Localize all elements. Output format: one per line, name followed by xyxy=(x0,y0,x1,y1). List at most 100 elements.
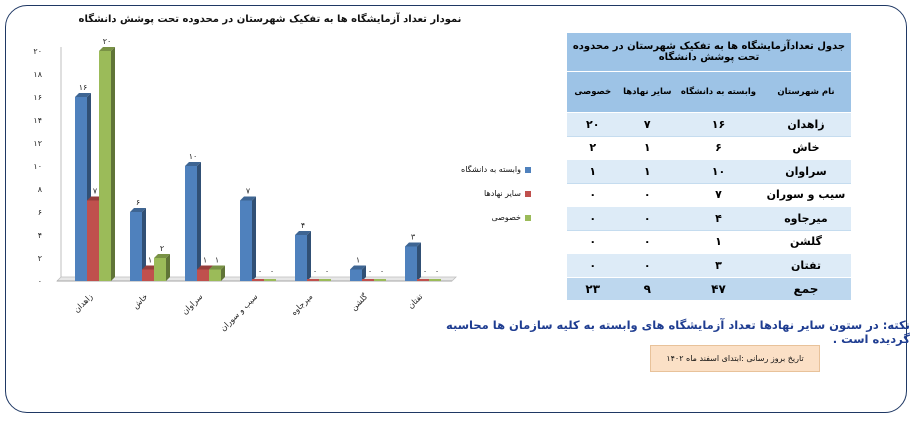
bar xyxy=(307,279,319,281)
y-tick-label: ۰ xyxy=(38,277,42,286)
y-tick-label: ۱۶ xyxy=(33,93,42,102)
legend-swatch-red xyxy=(524,190,531,197)
update-date-box: تاریخ بروز رسانی :ابتدای اسفند ماه ۱۴۰۲ xyxy=(650,345,820,372)
bar xyxy=(99,51,111,281)
legend-item: وابسته به دانشگاه xyxy=(461,165,531,174)
legend-label: وابسته به دانشگاه xyxy=(461,165,521,174)
bar xyxy=(417,279,429,281)
table-cell: ۲۰ xyxy=(567,112,619,136)
bar-side xyxy=(362,265,366,281)
bar xyxy=(264,279,276,281)
data-label: ۰ xyxy=(423,267,427,276)
data-label: ۰ xyxy=(313,267,317,276)
table-cell: سراوان xyxy=(760,159,851,183)
table-header-other: سایر نهادها xyxy=(618,71,677,113)
y-tick-label: ۲ xyxy=(38,254,42,263)
data-label: ۳ xyxy=(411,233,416,242)
table-cell: ۰ xyxy=(567,182,619,207)
table-cell: ۲۳ xyxy=(567,276,619,300)
x-tick-label: سیب و سوران xyxy=(219,292,260,333)
table-row: گلشن ۱ ۰ ۰ xyxy=(567,229,851,254)
x-tick-label: زاهدان xyxy=(72,292,94,314)
summary-table-wrap: جدول تعدادآزمایشگاه ها به تفکیک شهرستان … xyxy=(567,33,851,300)
table-cell: ۶ xyxy=(676,135,761,160)
table-cell: ۱ xyxy=(567,159,619,183)
bar-side xyxy=(221,265,225,281)
bar xyxy=(295,235,307,281)
bar-side xyxy=(142,208,146,281)
bar xyxy=(405,246,417,281)
bar xyxy=(350,269,362,281)
x-tick-label: خاش xyxy=(131,292,150,311)
bar-top xyxy=(240,196,256,201)
x-tick-label: میرجاوه xyxy=(289,292,314,317)
table-cell: تفتان xyxy=(760,253,851,277)
table-cell: ۰ xyxy=(618,253,677,277)
table-cell: خاش xyxy=(760,135,851,160)
table-cell: ۰ xyxy=(567,229,619,254)
bar-top xyxy=(99,47,115,51)
bar-top xyxy=(350,265,366,270)
bar-side xyxy=(166,254,170,281)
data-label: ۰ xyxy=(325,267,329,276)
table-title: جدول تعدادآزمایشگاه ها به تفکیک شهرستان … xyxy=(567,33,851,72)
table-cell: ۹ xyxy=(618,276,677,300)
bar-top xyxy=(209,265,225,270)
table-cell: ۱ xyxy=(618,159,677,183)
x-tick-label: گلشن xyxy=(348,291,369,312)
y-tick-label: ۲۰ xyxy=(33,47,42,56)
chart-title: نمودار تعداد آزمایشگاه ها به تفکیک شهرست… xyxy=(78,14,462,25)
y-tick-label: ۱۴ xyxy=(33,116,42,125)
table-cell: ۰ xyxy=(618,182,677,207)
legend-swatch-blue xyxy=(524,166,531,173)
data-label: ۱ xyxy=(203,256,207,265)
table-cell: ۳ xyxy=(676,253,761,277)
table-header-university: وابسته به دانشگاه xyxy=(676,71,761,113)
y-tick-label: ۱۰ xyxy=(33,162,42,171)
bar xyxy=(197,269,209,281)
data-label: ۷ xyxy=(246,187,251,196)
data-label: ۰ xyxy=(435,267,439,276)
data-label: ۲۰ xyxy=(103,37,112,46)
bar xyxy=(209,269,221,281)
bar-side xyxy=(111,47,115,281)
bar-side xyxy=(252,196,256,281)
legend-swatch-green xyxy=(524,214,531,221)
table-cell: ۴ xyxy=(676,206,761,230)
table-row: زاهدان ۱۶ ۷ ۲۰ xyxy=(567,112,851,136)
data-label: ۱۶ xyxy=(79,83,88,92)
bar-top xyxy=(295,231,311,235)
table-cell: ۱۶ xyxy=(676,112,761,136)
legend-item: خصوصی xyxy=(461,213,531,222)
bar xyxy=(142,269,154,281)
bar xyxy=(319,279,331,281)
footnote: نکته: در ستون سایر نهادها تعداد آزمایشگا… xyxy=(446,318,910,346)
bar-top xyxy=(75,93,91,97)
table-cell: ۱۰ xyxy=(676,159,761,183)
legend-label: سایر نهادها xyxy=(484,189,521,198)
table-row: سراوان ۱۰ ۱ ۱ xyxy=(567,159,851,183)
table-cell: سیب و سوران xyxy=(760,182,851,207)
data-label: ۱ xyxy=(215,256,219,265)
table-cell: ۰ xyxy=(567,253,619,277)
data-label: ۰ xyxy=(380,267,384,276)
legend-label: خصوصی xyxy=(491,213,521,222)
data-label: ۰ xyxy=(258,267,262,276)
data-label: ۰ xyxy=(270,267,274,276)
table-row: تفتان ۳ ۰ ۰ xyxy=(567,253,851,277)
bar xyxy=(87,200,99,281)
bar xyxy=(429,279,441,281)
table-total-row: جمع ۴۷ ۹ ۲۳ xyxy=(567,276,851,300)
table-cell: ۰ xyxy=(618,206,677,230)
legend-item: سایر نهادها xyxy=(461,189,531,198)
table-cell: ۴۷ xyxy=(676,276,761,300)
bar xyxy=(185,166,197,281)
data-label: ۱ xyxy=(148,256,152,265)
table-cell: ۱ xyxy=(618,135,677,160)
bar xyxy=(374,279,386,281)
bar xyxy=(240,200,252,281)
y-tick-label: ۱۸ xyxy=(33,70,42,79)
y-tick-label: ۶ xyxy=(38,208,42,217)
table-cell: میرجاوه xyxy=(760,206,851,230)
